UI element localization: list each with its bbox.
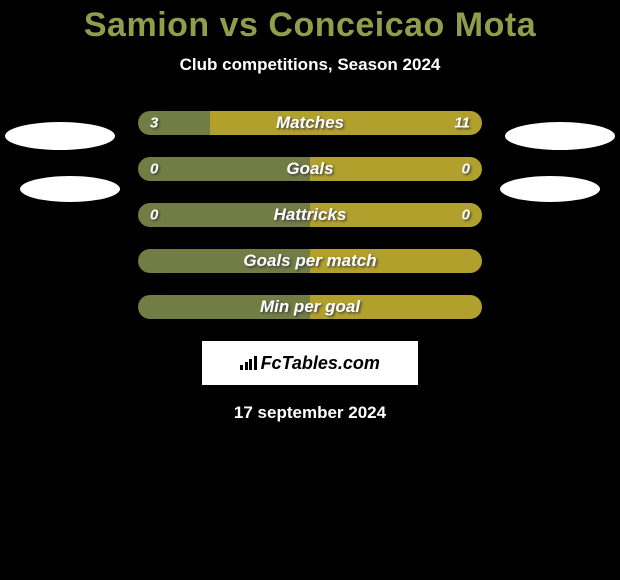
stat-left-segment [138,157,310,181]
decorative-ellipse [5,122,115,150]
stat-row: Min per goal [138,295,482,319]
stat-label: Goals per match [243,251,376,271]
bar-chart-icon [240,355,257,371]
stat-row: Goals 0 0 [138,157,482,181]
subtitle: Club competitions, Season 2024 [0,55,620,75]
stat-label: Hattricks [274,205,347,225]
stat-right-value: 0 [462,207,470,224]
stat-right-segment [310,157,482,181]
page-title: Samion vs Conceicao Mota [0,0,620,45]
stat-label: Goals [286,159,333,179]
stat-row: Hattricks 0 0 [138,203,482,227]
stat-label: Matches [276,113,344,133]
decorative-ellipse [500,176,600,202]
stat-right-value: 11 [454,115,470,132]
stat-row: Goals per match [138,249,482,273]
stat-left-segment [138,111,210,135]
brand-badge: FcTables.com [202,341,418,385]
stat-left-value: 3 [150,115,158,132]
brand-text: FcTables.com [261,353,380,374]
stat-right-segment [210,111,482,135]
date-label: 17 september 2024 [0,403,620,423]
decorative-ellipse [20,176,120,202]
stat-right-value: 0 [462,161,470,178]
decorative-ellipse [505,122,615,150]
stat-left-value: 0 [150,207,158,224]
stat-left-value: 0 [150,161,158,178]
stat-row: Matches 3 11 [138,111,482,135]
stat-label: Min per goal [260,297,360,317]
